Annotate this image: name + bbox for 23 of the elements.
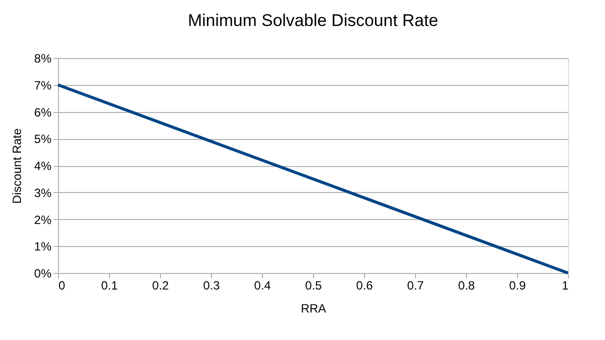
x-tick-label: 0.1 — [101, 278, 118, 292]
x-tick-label: 0.4 — [254, 278, 272, 292]
x-tick-label: 1 — [562, 278, 569, 292]
x-tick-label: 0.6 — [356, 278, 374, 292]
chart-title: Minimum Solvable Discount Rate — [188, 11, 438, 30]
x-tick-label: 0.2 — [152, 278, 170, 292]
x-tick-label: 0.5 — [305, 278, 322, 292]
x-tick-label: 0.7 — [407, 278, 424, 292]
x-tick-label: 0 — [58, 278, 66, 292]
y-tick-label: 1% — [34, 240, 52, 254]
y-tick-label: 4% — [34, 159, 52, 173]
y-tick-label: 6% — [34, 105, 52, 120]
x-tick-label: 0.9 — [509, 278, 526, 292]
x-tick-label: 0.3 — [203, 278, 220, 292]
y-axis-title: Discount Rate — [10, 128, 24, 204]
x-axis-title: RRA — [300, 302, 326, 316]
y-tick-label: 8% — [34, 52, 52, 66]
y-tick-label: 2% — [34, 212, 52, 227]
y-tick-label: 0% — [34, 266, 52, 280]
x-tick-label: 0.8 — [458, 278, 476, 292]
y-tick-label: 3% — [34, 186, 52, 200]
y-tick-label: 5% — [34, 132, 52, 146]
y-tick-label: 7% — [34, 78, 52, 92]
